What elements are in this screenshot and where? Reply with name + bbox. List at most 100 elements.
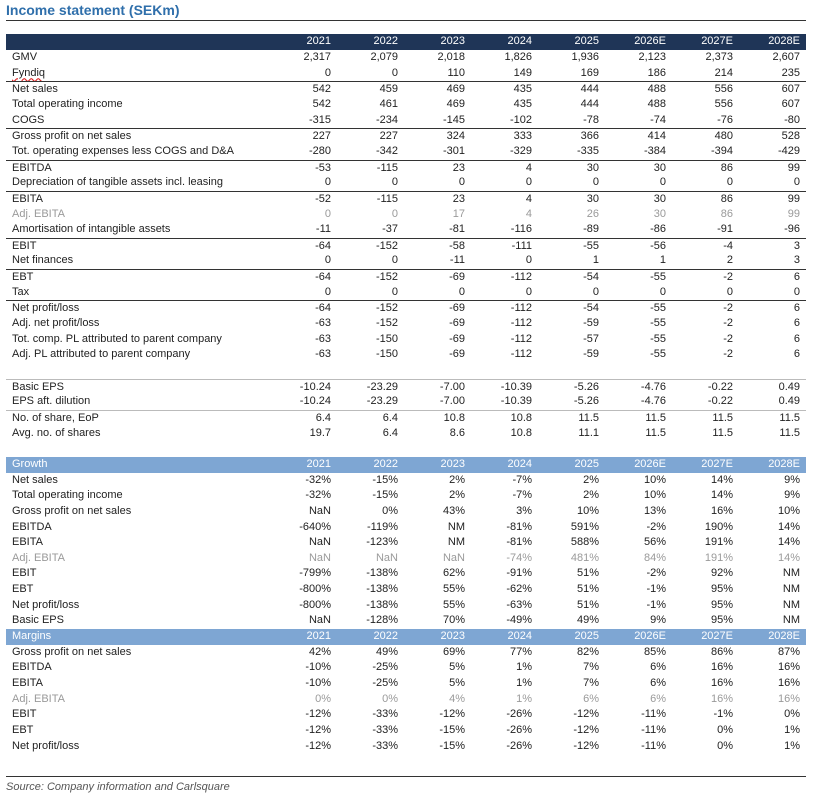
row-label: Tot. operating expenses less COGS and D&… bbox=[12, 144, 234, 157]
cell: 435 bbox=[513, 83, 532, 96]
cell: -91 bbox=[717, 223, 733, 236]
cell: 14% bbox=[710, 489, 733, 502]
cell: 6.4 bbox=[315, 411, 331, 424]
header-row: 2021 2022 2023 2024 2025 2026E 2027E 2028E bbox=[6, 34, 806, 50]
row-label: Tax bbox=[12, 285, 30, 298]
cell: 0 bbox=[324, 285, 331, 298]
cell: 2,079 bbox=[370, 51, 398, 63]
cell: -55 bbox=[650, 317, 666, 330]
cell: 11.5 bbox=[712, 411, 733, 424]
cell: 56% bbox=[643, 536, 666, 549]
cell: -86 bbox=[650, 223, 666, 236]
cell: 542 bbox=[312, 97, 331, 110]
row-label: Tot. comp. PL attributed to parent compa… bbox=[12, 332, 222, 345]
cell: 528 bbox=[781, 130, 800, 143]
cell: -59 bbox=[583, 317, 599, 330]
cell: -342 bbox=[375, 144, 398, 157]
cell: 0 bbox=[391, 254, 398, 267]
row-label: EBT bbox=[12, 723, 34, 736]
cell: 6.4 bbox=[382, 411, 398, 424]
cell: 0.49 bbox=[778, 395, 800, 408]
cell: 8.6 bbox=[449, 426, 465, 439]
cell: 480 bbox=[714, 130, 733, 143]
cell: 2,123 bbox=[638, 51, 666, 63]
cell: 1% bbox=[784, 739, 800, 752]
row-label: EBIT bbox=[12, 708, 37, 721]
cell: 30 bbox=[653, 161, 666, 174]
cell: -55 bbox=[583, 239, 599, 252]
cell: 43% bbox=[442, 504, 465, 517]
cell: -7% bbox=[512, 473, 532, 486]
cell: 366 bbox=[580, 130, 599, 143]
cell: -2 bbox=[723, 332, 733, 345]
column-header: 2023 bbox=[440, 457, 465, 470]
cell: 149 bbox=[513, 66, 532, 79]
cell: 191% bbox=[704, 551, 733, 564]
cell: 10.8 bbox=[510, 411, 532, 424]
table-row: EBT -800% -138% 55% -62% 51% -1% 95% NM bbox=[6, 582, 806, 598]
cell: 607 bbox=[781, 97, 800, 110]
cell: 488 bbox=[647, 83, 666, 96]
cell: 6 bbox=[793, 332, 800, 345]
cell: -58 bbox=[449, 239, 465, 252]
cell: 30 bbox=[653, 192, 666, 205]
cell: -112 bbox=[510, 317, 532, 330]
footer-rule bbox=[6, 776, 806, 777]
cell: 4 bbox=[525, 207, 532, 220]
table-row: EBITA NaN -123% NM -81% 588% 56% 191% 14% bbox=[6, 535, 806, 551]
cell: -63 bbox=[315, 348, 331, 361]
cell: -2 bbox=[723, 317, 733, 330]
cell: -11% bbox=[641, 723, 666, 736]
cell: -112 bbox=[510, 271, 532, 284]
cell: 6% bbox=[650, 677, 666, 689]
cell: -59 bbox=[583, 348, 599, 361]
cell: -26% bbox=[506, 723, 532, 736]
cell: -10.39 bbox=[500, 395, 532, 408]
table-row: Net profit/loss -800% -138% 55% -63% 51% -1% 95… bbox=[6, 598, 806, 614]
cell: -7.00 bbox=[439, 395, 465, 408]
cell: 0 bbox=[324, 176, 331, 189]
cell: -15% bbox=[439, 739, 465, 752]
cell: -57 bbox=[583, 332, 599, 345]
cell: 461 bbox=[379, 97, 398, 110]
cell: -15% bbox=[372, 473, 398, 486]
cell: 4 bbox=[525, 161, 532, 174]
row-label: COGS bbox=[12, 113, 45, 126]
cell: 5% bbox=[449, 677, 465, 689]
cell: -64 bbox=[315, 302, 331, 315]
cell: -112 bbox=[510, 302, 532, 315]
cell: -32% bbox=[305, 473, 331, 486]
cell: -10% bbox=[305, 661, 331, 674]
cell: -55 bbox=[650, 302, 666, 315]
cell: -7.00 bbox=[439, 380, 465, 393]
cell: 2% bbox=[583, 489, 599, 502]
cell: -63 bbox=[315, 332, 331, 345]
cell: 591% bbox=[570, 520, 599, 533]
cell: 0 bbox=[726, 285, 733, 298]
column-header: 2022 bbox=[373, 630, 398, 643]
table-row: Adj. EBITA 0 0 17 4 26 30 86 99 bbox=[6, 207, 806, 223]
cell: 49% bbox=[576, 614, 599, 627]
cell: 0% bbox=[717, 739, 733, 752]
cell: 86 bbox=[720, 192, 733, 205]
cell: -91% bbox=[506, 567, 532, 580]
cell: -96 bbox=[784, 223, 800, 236]
cell: 14% bbox=[777, 551, 800, 564]
cell: -799% bbox=[299, 567, 331, 580]
table-row: COGS -315 -234 -145 -102 -78 -74 -76 -80 bbox=[6, 113, 806, 129]
cell: 0 bbox=[592, 176, 599, 189]
cell: -5.26 bbox=[573, 380, 599, 393]
cell: 324 bbox=[446, 130, 465, 143]
cell: -33% bbox=[372, 708, 398, 721]
cell: -1% bbox=[646, 583, 666, 596]
table-row: EBITDA -10% -25% 5% 1% 7% 6% 16% 16% bbox=[6, 660, 806, 676]
cell: 19.7 bbox=[309, 426, 331, 439]
cell: -329 bbox=[509, 144, 532, 157]
cell: -4 bbox=[723, 239, 733, 252]
table-row: Adj. PL attributed to parent company -63 -… bbox=[6, 347, 806, 363]
cell: -112 bbox=[510, 348, 532, 361]
cell: 0 bbox=[659, 285, 666, 298]
cell: -15% bbox=[439, 723, 465, 736]
cell: NM bbox=[782, 614, 800, 627]
cell: 4% bbox=[449, 692, 465, 705]
